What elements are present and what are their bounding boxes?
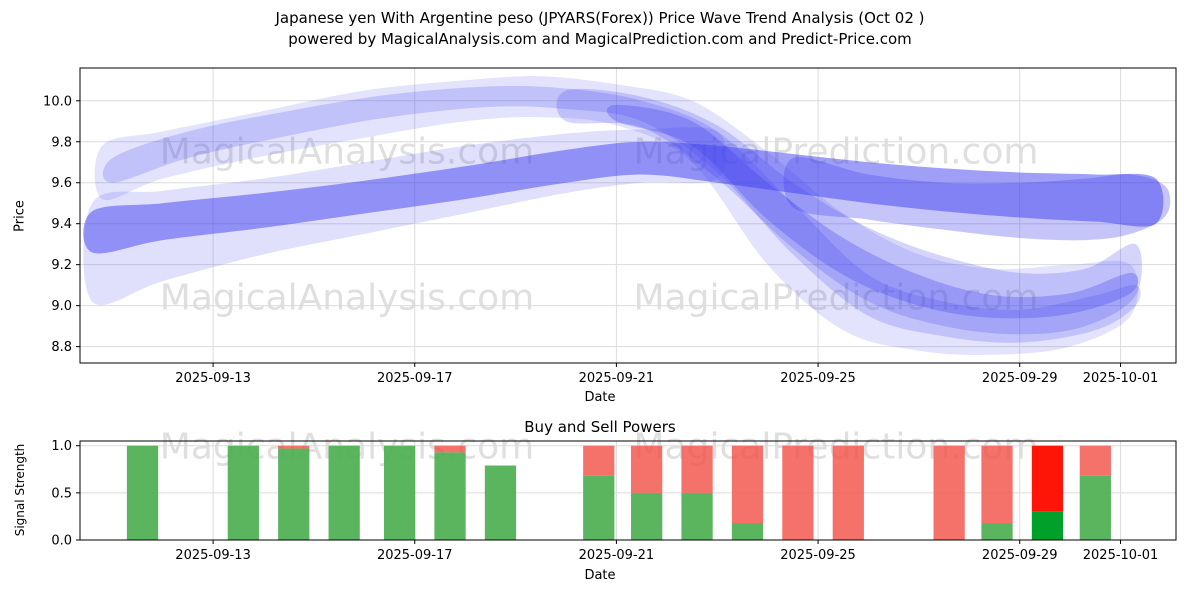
price-wave-trend-content xyxy=(83,76,1171,356)
plot-border xyxy=(79,67,1177,364)
figure-title: Japanese yen With Argentine peso (JPYARS… xyxy=(0,8,1200,50)
sell-power-bar xyxy=(583,445,615,476)
x-tick-label: 2025-10-01 xyxy=(1083,548,1159,563)
price-wave-band xyxy=(83,141,1164,254)
buy-power-bar xyxy=(731,523,764,540)
buy-power-bar xyxy=(278,448,310,540)
x-tick-label: 2025-09-21 xyxy=(579,548,655,563)
x-tick-label: 2025-09-25 xyxy=(780,548,856,563)
sell-power-bar xyxy=(1031,445,1064,512)
x-tick-label: 2025-09-29 xyxy=(982,371,1058,386)
y-tick-label: 10.0 xyxy=(43,94,72,109)
y-tick-label: 9.0 xyxy=(51,299,72,314)
x-tick-label: 2025-09-25 xyxy=(780,371,856,386)
sell-power-bar xyxy=(731,445,764,524)
y-tick-label: 9.8 xyxy=(51,135,72,150)
buy-power-bar xyxy=(981,523,1013,540)
buy-power-bar xyxy=(681,492,713,540)
sell-power-bar xyxy=(933,445,965,540)
buy-power-bar xyxy=(1079,475,1111,540)
buy-power-bar xyxy=(328,445,360,540)
buy-power-bar xyxy=(484,465,517,540)
x-tick-label: 2025-09-17 xyxy=(377,548,453,563)
y-tick-label: 8.8 xyxy=(51,340,72,355)
power-xlabel: Date xyxy=(584,568,616,583)
title-line-2: powered by MagicalAnalysis.com and Magic… xyxy=(288,30,912,48)
buy-power-bar xyxy=(227,445,259,540)
sell-power-bar xyxy=(434,445,466,453)
power-chart-title: Buy and Sell Powers xyxy=(524,418,676,436)
x-tick-label: 2025-10-01 xyxy=(1083,371,1159,386)
buy-power-bar xyxy=(434,452,466,540)
sell-power-bar xyxy=(278,445,310,449)
price-wave-band xyxy=(556,88,1142,335)
y-tick-label: 0.5 xyxy=(51,486,72,501)
buy-power-bar xyxy=(631,492,663,540)
y-tick-label: 9.6 xyxy=(51,176,72,191)
y-tick-label: 0.0 xyxy=(51,534,72,549)
power-ylabel: Signal Strength xyxy=(13,443,27,537)
sell-power-bar xyxy=(832,445,864,540)
x-tick-label: 2025-09-17 xyxy=(377,371,453,386)
buy-sell-powers-plot: 0.0 0.5 1.0 2025-09-13 2025-09-17 2025-09-21 2… xyxy=(51,439,1177,563)
buy-power-bar xyxy=(383,445,416,540)
sell-power-bar xyxy=(782,445,814,540)
price-wave-band xyxy=(606,104,1139,319)
price-wave-band xyxy=(783,157,1171,241)
y-tick-label: 9.4 xyxy=(51,217,72,232)
y-tick-label: 9.2 xyxy=(51,258,72,273)
x-tick-label: 2025-09-21 xyxy=(579,371,655,386)
title-line-1: Japanese yen With Argentine peso (JPYARS… xyxy=(275,9,925,27)
x-tick-label: 2025-09-29 xyxy=(982,548,1058,563)
price-wave-band xyxy=(94,76,1139,356)
price-xlabel: Date xyxy=(584,390,616,405)
buy-power-bar xyxy=(583,475,615,540)
buy-power-bar xyxy=(126,445,159,540)
buy-sell-powers-content xyxy=(126,445,1111,540)
x-tick-label: 2025-09-13 xyxy=(175,548,251,563)
buy-power-bar xyxy=(1031,511,1064,540)
y-tick-label: 1.0 xyxy=(51,439,72,454)
sell-power-bar xyxy=(681,445,713,493)
x-tick-label: 2025-09-13 xyxy=(175,371,251,386)
price-ylabel: Price xyxy=(12,200,28,232)
price-wave-trend-plot: 8.8 9.0 9.2 9.4 9.6 9.8 10.0 2025-09-13 2025-09-… xyxy=(43,67,1177,386)
sell-power-bar xyxy=(981,445,1013,524)
sell-power-bar xyxy=(631,445,663,493)
sell-power-bar xyxy=(1079,445,1111,476)
plot-border xyxy=(79,440,1177,541)
price-wave-band xyxy=(102,85,1141,343)
